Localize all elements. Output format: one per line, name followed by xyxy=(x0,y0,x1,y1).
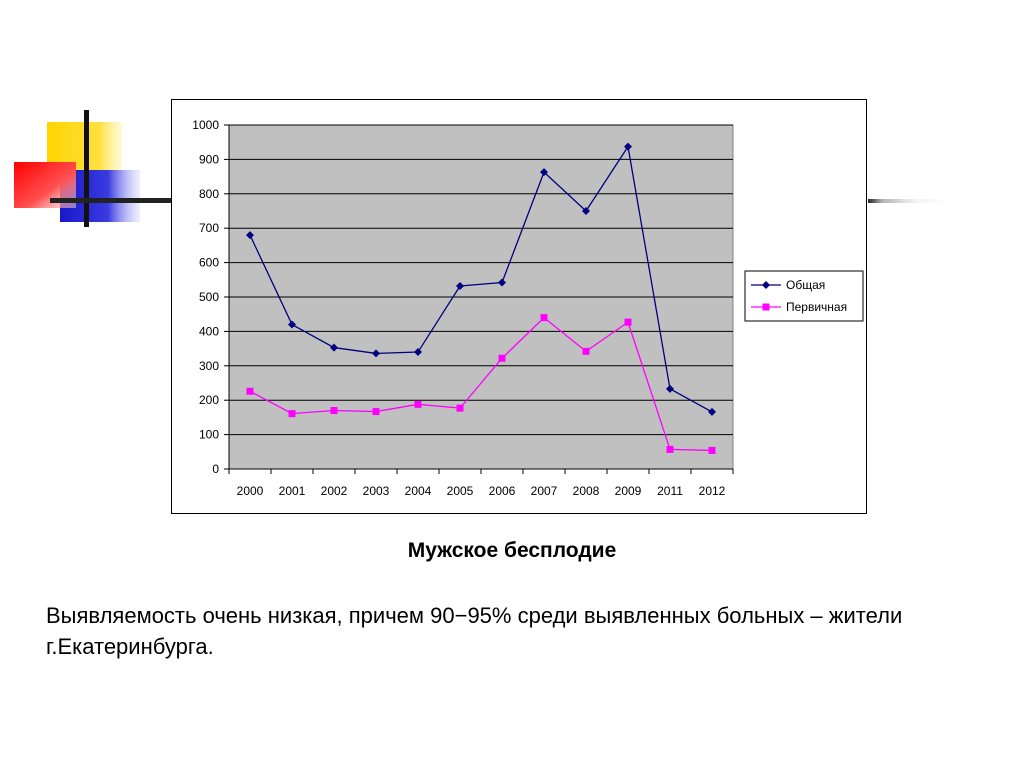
y-tick-label: 0 xyxy=(212,462,219,476)
y-tick-label: 800 xyxy=(199,187,219,201)
decor-faded-line xyxy=(868,199,963,203)
data-point-diamond xyxy=(246,231,254,240)
y-tick-label: 700 xyxy=(199,221,219,235)
x-tick-label: 2005 xyxy=(447,484,474,498)
legend-box xyxy=(744,270,864,322)
x-tick-label: 2000 xyxy=(237,484,264,498)
line-chart: 0 100 200 300 400 500 600 700 800 900 1000 2000 2001… xyxy=(192,118,864,498)
x-tick-label: 2006 xyxy=(489,484,516,498)
data-point-diamond xyxy=(372,349,380,358)
y-tick-label: 600 xyxy=(199,256,219,270)
x-tick-label: 2003 xyxy=(363,484,390,498)
x-tick-label: 2009 xyxy=(615,484,642,498)
data-point-diamond xyxy=(330,343,338,352)
decor-vertical-line xyxy=(84,110,89,227)
x-tick-label: 2002 xyxy=(321,484,348,498)
data-point-diamond xyxy=(498,278,506,287)
data-point-diamond xyxy=(540,168,548,177)
data-point-square xyxy=(456,404,464,412)
data-point-diamond xyxy=(624,142,632,151)
data-point-square xyxy=(246,387,254,395)
data-point-diamond xyxy=(456,281,464,290)
x-tick-label: 2012 xyxy=(699,484,726,498)
chart-caption: Мужское бесплодие xyxy=(407,539,617,562)
y-tick-label: 500 xyxy=(199,290,219,304)
data-point-diamond xyxy=(666,384,674,393)
series-line-1 xyxy=(249,144,713,413)
x-tick-label: 2007 xyxy=(531,484,558,498)
data-point-square xyxy=(666,445,674,453)
y-tick-label: 1000 xyxy=(192,118,219,132)
data-point-square xyxy=(708,446,716,454)
series-line-2 xyxy=(249,316,713,452)
chart-frame: 0 100 200 300 400 500 600 700 800 900 1000 2000 2001… xyxy=(171,99,867,514)
data-point-square xyxy=(540,314,548,322)
data-point-square xyxy=(498,354,506,362)
y-tick-label: 300 xyxy=(199,359,219,373)
decor-horizontal-line xyxy=(50,198,172,203)
legend-marker-square xyxy=(762,303,770,311)
legend-label-2: Первичная xyxy=(786,300,847,314)
data-point-diamond xyxy=(708,407,716,416)
y-tick-label: 100 xyxy=(199,428,219,442)
legend-marker-diamond xyxy=(762,281,770,289)
data-point-square xyxy=(288,410,296,418)
data-point-diamond xyxy=(582,207,590,215)
legend-label-1: Общая xyxy=(786,278,825,292)
x-tick-label: 2011 xyxy=(657,484,683,498)
x-tick-label: 2001 xyxy=(279,484,306,498)
y-tick-label: 400 xyxy=(199,324,219,338)
data-point-diamond xyxy=(288,320,296,329)
data-point-square xyxy=(330,407,338,415)
y-tick-label: 900 xyxy=(199,152,219,166)
data-point-square xyxy=(372,408,380,416)
data-point-square xyxy=(624,318,632,326)
data-point-square xyxy=(414,400,422,408)
data-point-square xyxy=(582,347,590,355)
body-text: Выявляемость очень низкая, причем 90−95%… xyxy=(46,603,903,659)
y-tick-label: 200 xyxy=(199,393,219,407)
data-point-diamond xyxy=(414,348,422,357)
x-tick-label: 2004 xyxy=(405,484,432,498)
x-tick-label: 2008 xyxy=(573,484,600,498)
